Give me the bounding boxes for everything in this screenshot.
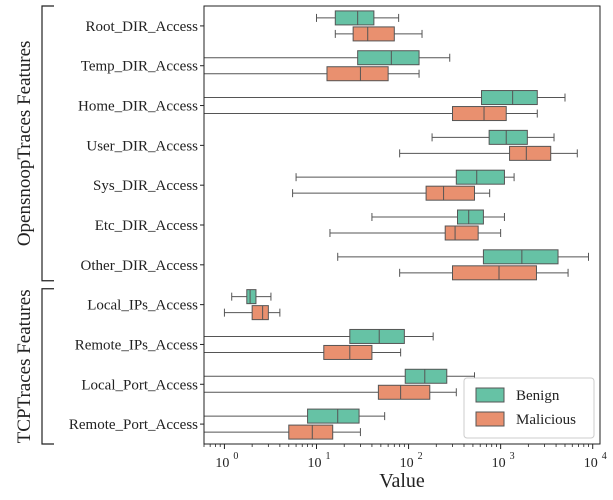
group-label: OpensnoopTraces Features: [14, 41, 35, 247]
series-malicious: [203, 26, 578, 440]
category-label: Temp_DIR_Access: [81, 59, 198, 75]
x-tick-exponent: 0: [233, 451, 238, 462]
x-tick-label: 10: [584, 456, 598, 471]
category-label: Home_DIR_Access: [78, 99, 198, 115]
category-label: Local_Port_Access: [81, 377, 198, 393]
x-tick-label: 10: [307, 456, 321, 471]
x-axis-label: Value: [379, 470, 425, 492]
legend-swatch: [475, 411, 505, 427]
category-label: Local_IPs_Access: [87, 298, 198, 314]
legend-label: Benign: [516, 388, 560, 404]
category-labels: Root_DIR_Access Temp_DIR_Access Home_DIR_A…: [69, 19, 204, 433]
box: [288, 424, 334, 440]
box: [451, 106, 507, 122]
box: [357, 50, 420, 66]
category-label: Remote_Port_Access: [69, 417, 198, 433]
box: [334, 10, 375, 26]
box: [404, 368, 448, 384]
category-label: Etc_DIR_Access: [95, 218, 198, 234]
box: [349, 328, 405, 344]
x-tick-exponent: 3: [510, 451, 515, 462]
legend-label: Malicious: [516, 412, 576, 428]
box: [246, 289, 257, 305]
box: [251, 305, 269, 321]
box: [457, 209, 484, 225]
box: [481, 90, 538, 106]
series-benign: [203, 10, 589, 424]
box: [326, 66, 389, 82]
box: [488, 129, 528, 145]
box: [377, 384, 431, 400]
box: [482, 249, 559, 265]
box: [352, 26, 395, 42]
x-axis: 10 0 10 1 10 2 10 3 10 4 Value: [203, 444, 607, 492]
plot-frame: [203, 5, 601, 445]
legend: Benign Malicious: [463, 377, 595, 439]
x-tick-exponent: 1: [325, 451, 330, 462]
group-brackets: OpensnoopTraces Features TCPTraces Featur…: [14, 5, 54, 445]
x-tick-label: 10: [492, 456, 506, 471]
legend-swatch: [475, 387, 505, 403]
box: [509, 145, 552, 161]
category-label: Root_DIR_Access: [86, 19, 199, 35]
x-tick-exponent: 2: [418, 451, 423, 462]
group-label: TCPTraces Features: [14, 289, 35, 443]
box: [323, 344, 373, 360]
box: [455, 169, 505, 185]
category-label: User_DIR_Access: [86, 138, 198, 154]
box: [451, 265, 537, 281]
group-bracket: [41, 288, 54, 445]
category-label: Other_DIR_Access: [81, 258, 199, 274]
x-tick-label: 10: [400, 456, 414, 471]
x-tick-exponent: 4: [602, 451, 607, 462]
box: [425, 185, 475, 201]
x-tick-label: 10: [215, 456, 229, 471]
group-bracket: [41, 5, 54, 282]
box-series: [203, 10, 589, 440]
category-label: Sys_DIR_Access: [93, 178, 198, 194]
box: [307, 408, 360, 424]
category-label: Remote_IPs_Access: [75, 337, 198, 353]
box: [444, 225, 479, 241]
legend-box: [463, 377, 595, 439]
